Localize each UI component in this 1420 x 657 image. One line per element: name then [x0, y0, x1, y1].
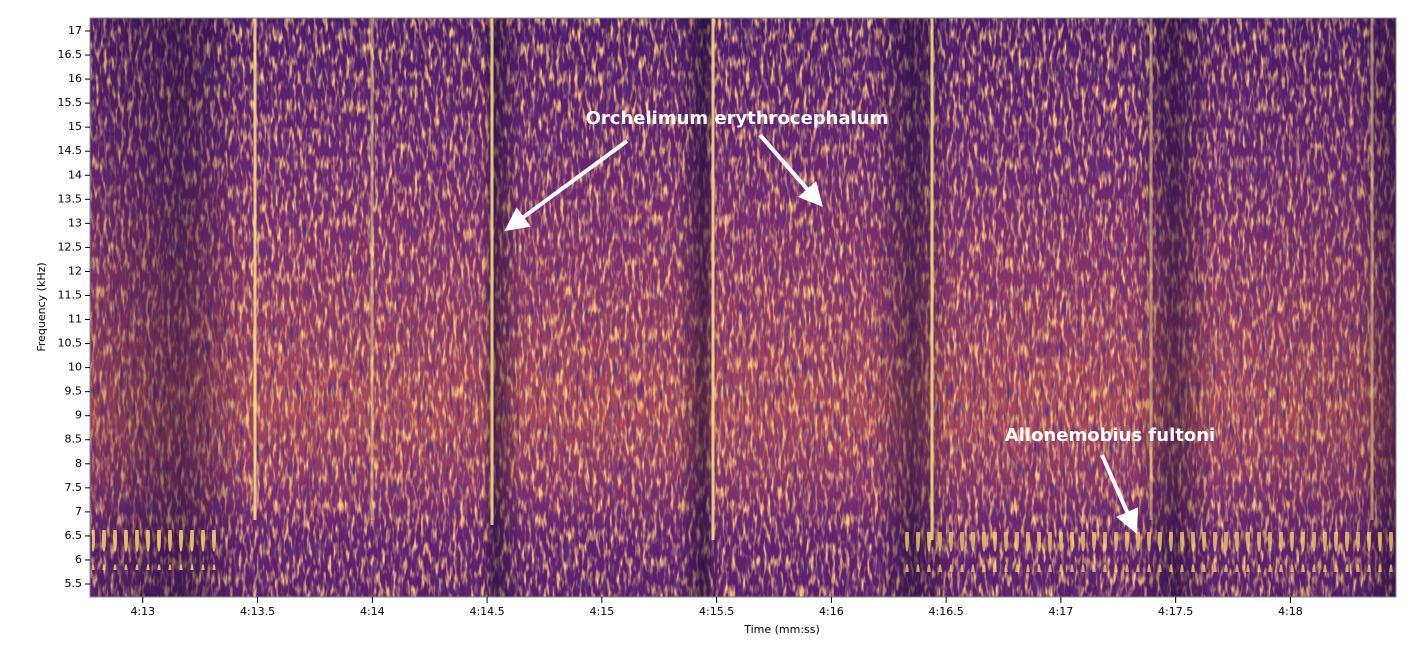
y-tick-label: 14.5 — [58, 144, 83, 157]
y-tick-label: 8 — [75, 457, 82, 470]
annotation: Allonemobius fultoni — [1005, 425, 1215, 446]
y-tick-label: 6.5 — [65, 529, 83, 542]
y-tick-label: 16.5 — [58, 48, 83, 61]
y-tick-label: 17 — [68, 24, 82, 37]
y-tick-label: 12 — [68, 264, 82, 277]
y-tick-label: 7.5 — [65, 481, 83, 494]
x-tick-label: 4:18 — [1278, 605, 1303, 618]
x-tick-label: 4:13.5 — [240, 605, 275, 618]
x-tick-label: 4:17 — [1049, 605, 1074, 618]
spectrogram — [90, 18, 1396, 597]
y-tick-label: 6 — [75, 553, 82, 566]
annotation: Orchelimum erythrocephalum — [586, 108, 889, 129]
y-tick-label: 15.5 — [58, 96, 83, 109]
y-tick-label: 11.5 — [58, 288, 83, 301]
x-tick-label: 4:14.5 — [469, 605, 504, 618]
y-tick-label: 11 — [68, 313, 82, 326]
annotation-arrows — [504, 133, 1139, 534]
y-tick-label: 8.5 — [65, 433, 83, 446]
plot-frame — [89, 17, 1397, 598]
y-tick-label: 12.5 — [58, 240, 83, 253]
x-tick-label: 4:16 — [819, 605, 844, 618]
y-tick-label: 10.5 — [58, 337, 83, 350]
y-tick-label: 9 — [75, 409, 82, 422]
y-tick-label: 5.5 — [65, 577, 83, 590]
y-tick-label: 16 — [68, 72, 82, 85]
x-axis-label: Time (mm:ss) — [743, 623, 820, 636]
y-tick-label: 13 — [68, 216, 82, 229]
x-tick-label: 4:14 — [360, 605, 385, 618]
y-tick-label: 14 — [68, 168, 82, 181]
x-tick-label: 4:13 — [130, 605, 155, 618]
x-tick-label: 4:15.5 — [699, 605, 734, 618]
y-tick-label: 9.5 — [65, 385, 83, 398]
y-tick-label: 7 — [75, 505, 82, 518]
y-axis-label: Frequency (kHz) — [35, 262, 48, 351]
x-tick-label: 4:17.5 — [1158, 605, 1193, 618]
y-tick-label: 15 — [68, 120, 82, 133]
y-tick-label: 10 — [68, 361, 82, 374]
y-tick-label: 13.5 — [58, 192, 83, 205]
x-tick-label: 4:16.5 — [929, 605, 964, 618]
x-tick-label: 4:15 — [589, 605, 614, 618]
